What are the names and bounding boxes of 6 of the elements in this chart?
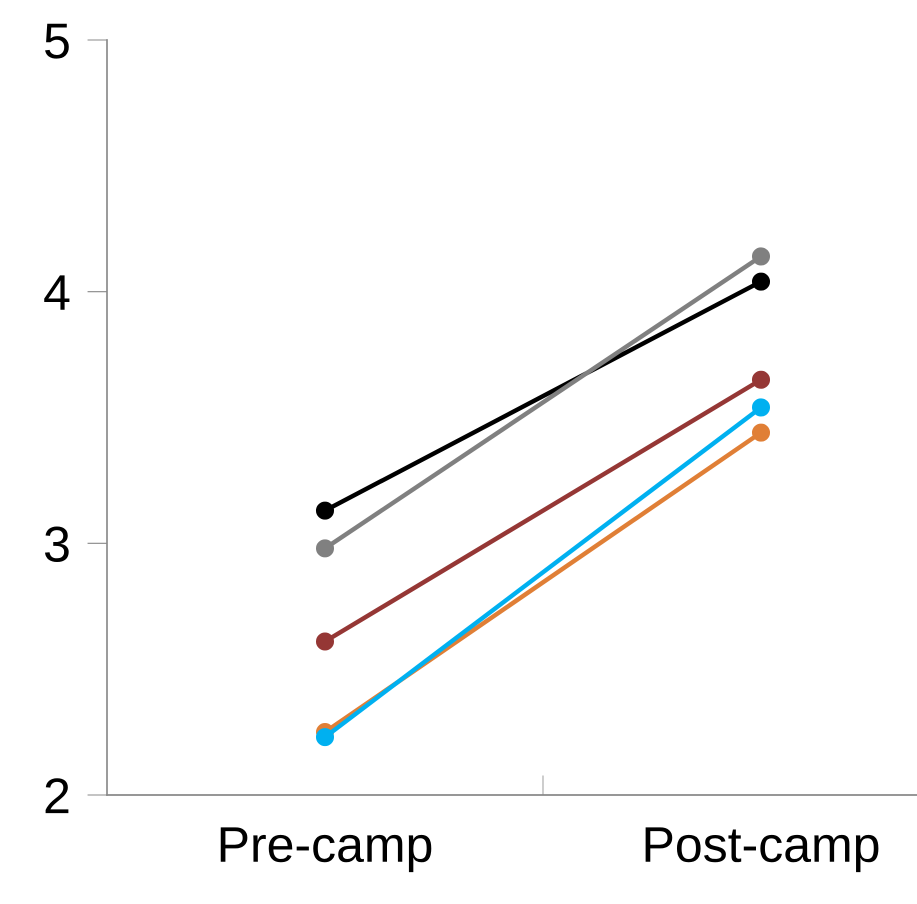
y-tick-label: 3 (44, 526, 69, 562)
y-tick-label: 2 (46, 778, 68, 814)
x-tick-label: Post-camp (646, 827, 878, 872)
x-tick-label: Pre-camp (220, 827, 432, 872)
y-tick-label: 4 (44, 275, 70, 310)
y-tick-label: 5 (45, 24, 69, 59)
